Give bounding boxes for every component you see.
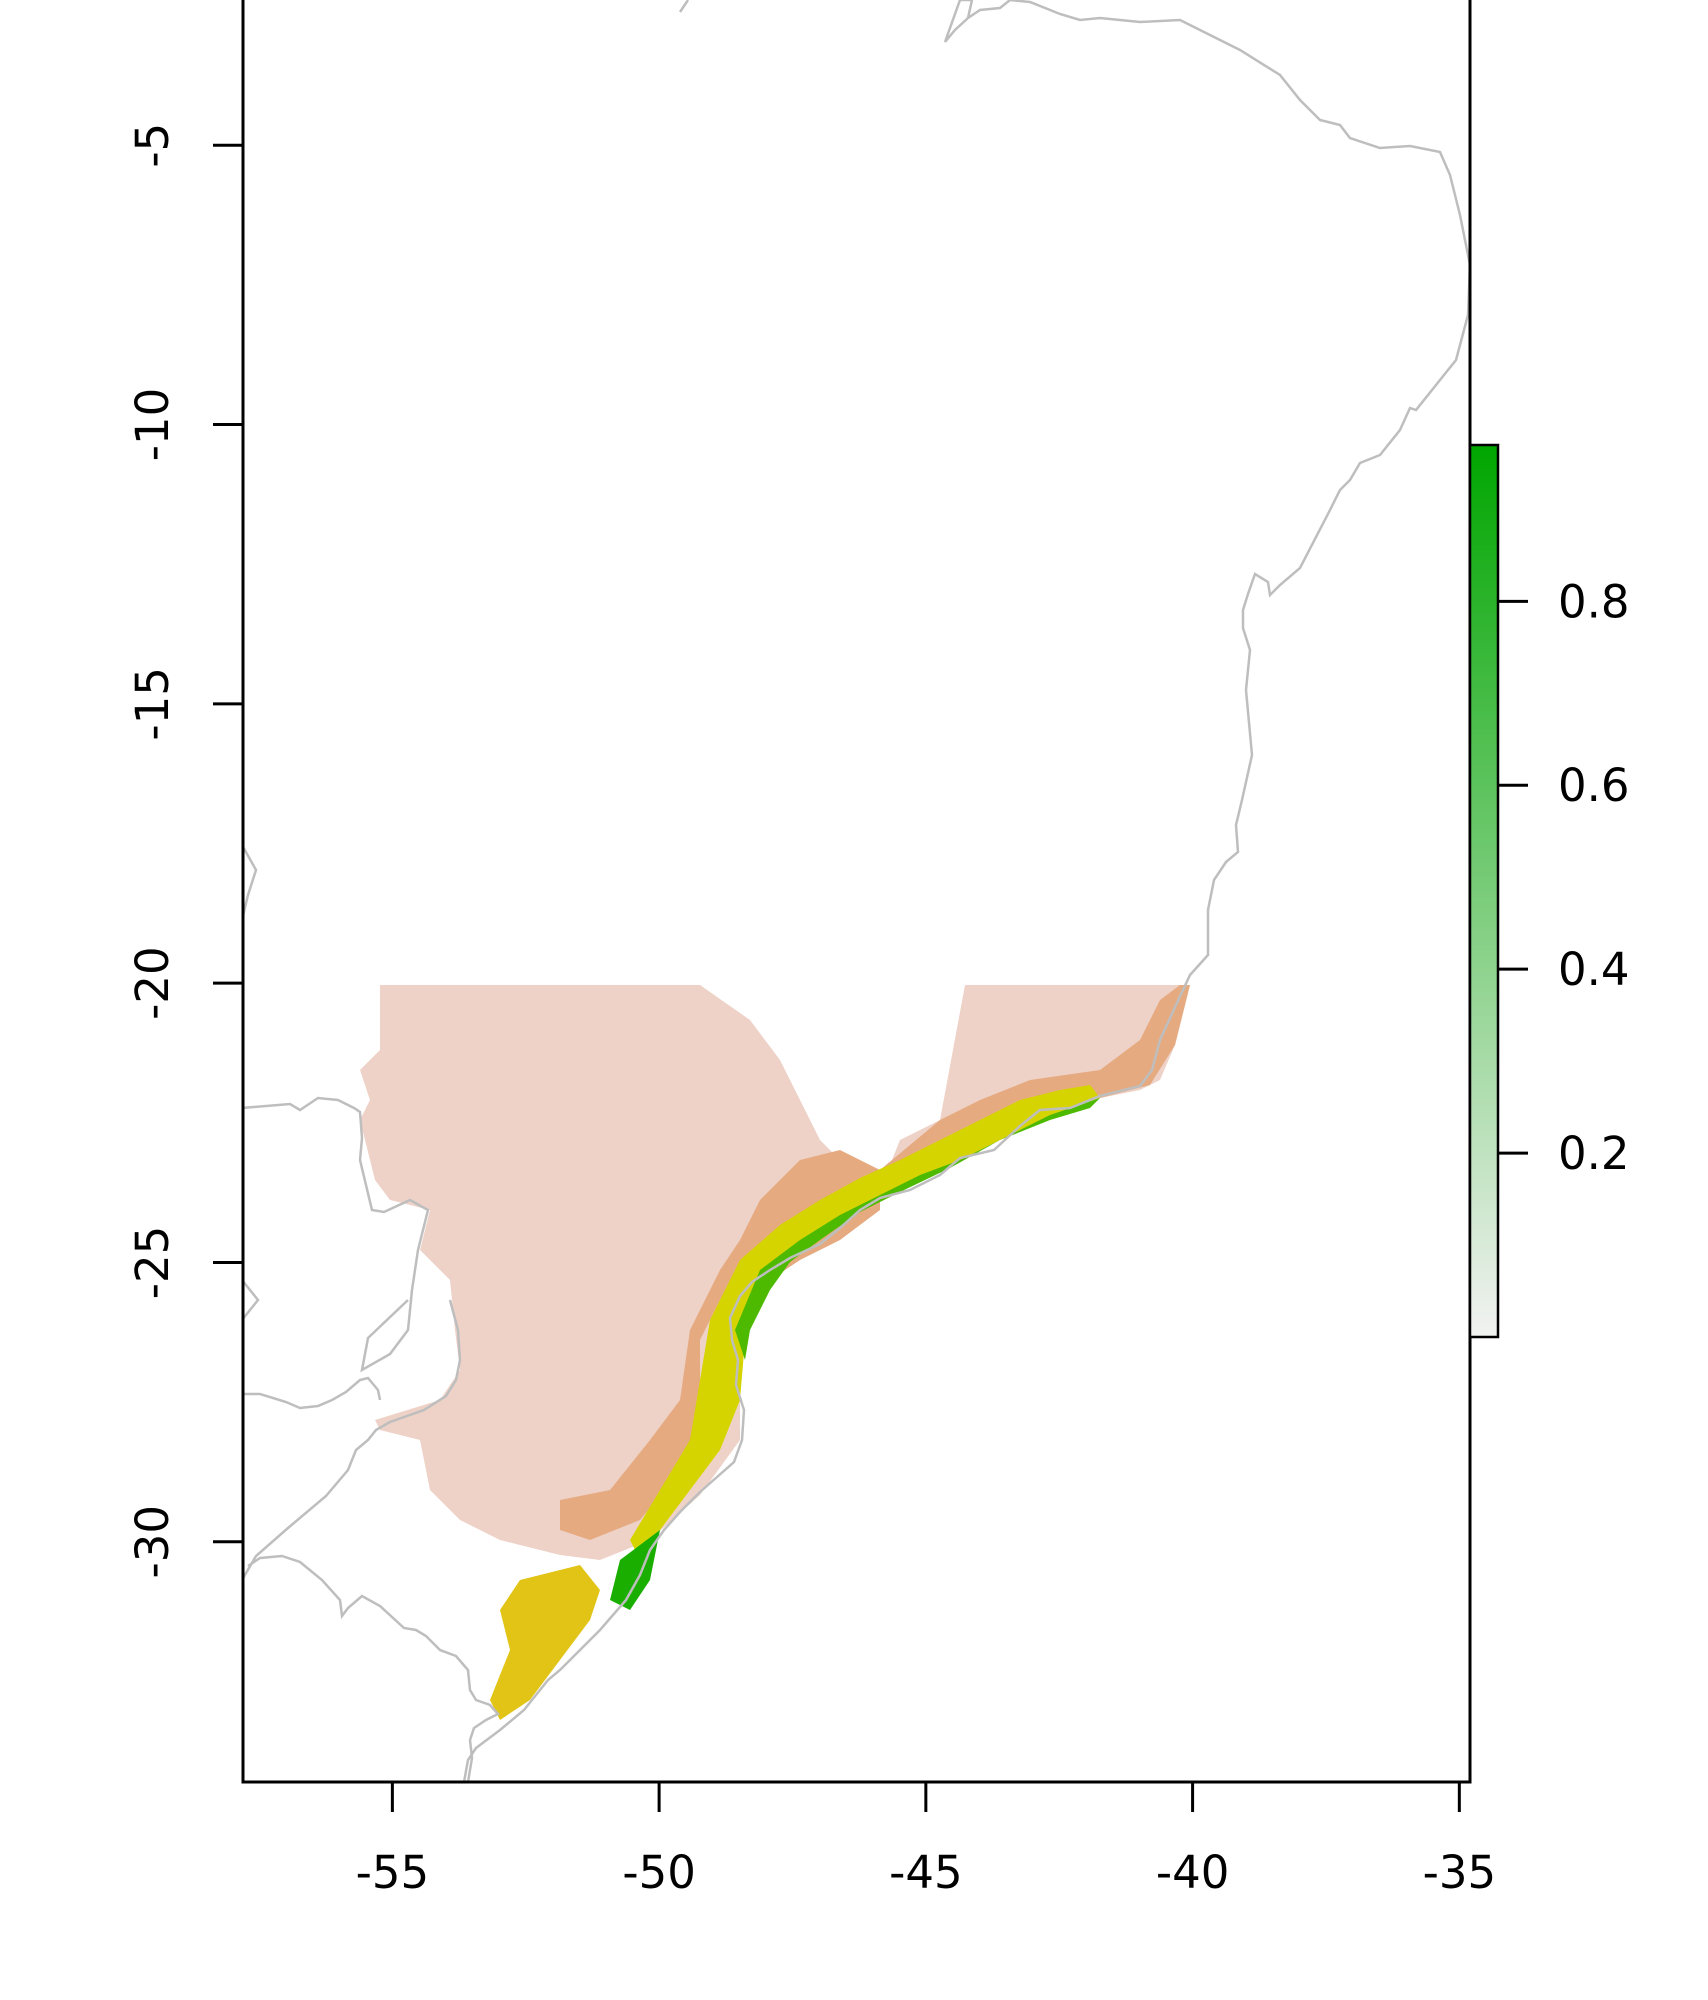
plot-frame	[241, 0, 1472, 1784]
border-bolivia	[242, 844, 258, 921]
y-tick-label: -10	[126, 388, 179, 462]
country-borders	[242, 0, 1470, 1782]
raster-region	[630, 1085, 1100, 1560]
coastline	[462, 0, 1470, 1782]
legend-color-bar	[1468, 443, 1500, 1339]
border-northwest	[242, 1279, 260, 1321]
y-tick-label: -15	[126, 667, 179, 741]
border-argentina	[242, 1299, 462, 1581]
x-tick-label: -45	[889, 1846, 963, 1899]
y-tick-label: -20	[126, 946, 179, 1020]
y-tick-label: -5	[126, 123, 179, 168]
x-axis: -55 -50 -45 -40 -35	[356, 1780, 1497, 1899]
border-paraguay	[242, 1096, 430, 1373]
y-tick-label: -30	[126, 1505, 179, 1579]
y-axis: -5 -10 -15 -20 -25 -30	[126, 123, 245, 1579]
suitability-raster	[360, 985, 1190, 1720]
legend-tick-label: 0.4	[1558, 943, 1630, 996]
raster-region	[490, 1565, 600, 1720]
x-tick-label: -35	[1423, 1846, 1497, 1899]
border-uruguay	[247, 1554, 501, 1782]
legend-tick-label: 0.8	[1558, 575, 1630, 628]
legend: 0.2 0.4 0.6 0.8	[1468, 443, 1630, 1339]
x-tick-label: -50	[622, 1846, 696, 1899]
legend-ticks: 0.2 0.4 0.6 0.8	[1498, 575, 1630, 1180]
x-tick-label: -40	[1156, 1846, 1230, 1899]
legend-tick-label: 0.6	[1558, 759, 1630, 812]
raster-region	[610, 1530, 660, 1610]
legend-tick-label: 0.2	[1558, 1127, 1630, 1180]
x-tick-label: -55	[356, 1846, 430, 1899]
y-tick-label: -25	[126, 1226, 179, 1300]
